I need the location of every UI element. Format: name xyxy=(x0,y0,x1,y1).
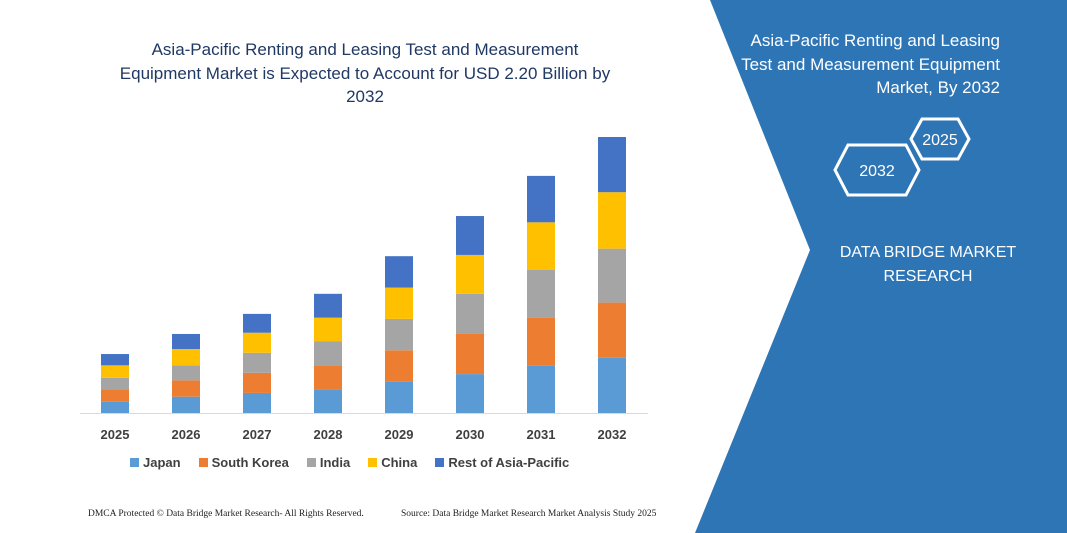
legend-swatch xyxy=(198,458,208,467)
bar-segment xyxy=(101,365,129,378)
legend-label: Japan xyxy=(143,455,181,470)
bar-segment xyxy=(456,293,484,334)
year-label: 2032 xyxy=(859,163,895,180)
bar-segment xyxy=(101,389,129,402)
brand: DATA BRIDGE MARKET RESEARCH xyxy=(839,244,1017,285)
bar-segment xyxy=(243,392,271,413)
bar-segment xyxy=(385,381,413,413)
bar-segment xyxy=(527,365,555,413)
hexagon xyxy=(833,143,921,197)
year-label: 2025 xyxy=(922,132,958,149)
bar-segment xyxy=(385,350,413,382)
x-tick-label: 2031 xyxy=(527,427,556,442)
legend-item: Japan xyxy=(130,455,181,470)
bar-segment xyxy=(314,293,342,318)
bar-segment xyxy=(243,372,271,393)
bar-segment xyxy=(527,175,555,223)
bar-segment xyxy=(598,137,626,193)
bar-segment xyxy=(172,365,200,381)
legend-label: South Korea xyxy=(211,455,289,470)
bar-segment xyxy=(385,287,413,319)
legend-item: China xyxy=(368,455,417,470)
bar-segment xyxy=(385,318,413,351)
bar-segment xyxy=(172,333,200,350)
bar-segment xyxy=(243,352,271,373)
bar-segment xyxy=(243,313,271,333)
bar-segment xyxy=(456,254,484,294)
bar-segment xyxy=(456,216,484,255)
x-tick-label: 2029 xyxy=(385,427,414,442)
legend-swatch xyxy=(130,458,139,467)
bar-segment xyxy=(101,354,129,366)
side-panel xyxy=(695,0,1067,533)
bar-segment xyxy=(172,349,200,366)
legend-swatch xyxy=(368,458,378,467)
x-tick-label: 2026 xyxy=(172,427,201,442)
x-tick-label: 2032 xyxy=(598,427,627,442)
bar-segment xyxy=(172,380,200,397)
bar-segment xyxy=(314,317,342,342)
bar-segment xyxy=(527,317,555,366)
x-tick-label: 2027 xyxy=(243,427,272,442)
bar-segment xyxy=(598,302,626,358)
bar-segment xyxy=(456,374,484,413)
x-tick-label: 2025 xyxy=(101,427,130,442)
bar-segment xyxy=(101,377,129,390)
chart-title: Asia-Pacific Renting and Leasing Test an… xyxy=(119,40,611,106)
bar-segment xyxy=(314,365,342,390)
hexagon xyxy=(909,117,971,161)
bar-segment xyxy=(314,389,342,413)
bar-segment xyxy=(598,248,626,303)
bar-segment xyxy=(527,269,555,318)
legend-label: China xyxy=(381,455,418,470)
legend-label: Rest of Asia-Pacific xyxy=(448,455,570,470)
bar-segment xyxy=(598,192,626,249)
x-tick-label: 2028 xyxy=(314,427,343,442)
legend-item: Rest of Asia-Pacific xyxy=(435,455,569,470)
panel-title: Asia-Pacific Renting and Leasing Test an… xyxy=(741,31,1000,97)
bar-segment xyxy=(598,357,626,413)
footer-left: DMCA Protected © Data Bridge Market Rese… xyxy=(88,509,364,519)
legend-item: India xyxy=(306,455,351,470)
x-tick-label: 2030 xyxy=(456,427,485,442)
bar-segment xyxy=(385,256,413,288)
legend-swatch xyxy=(435,458,445,467)
bar-segment xyxy=(456,333,484,375)
footer-right: Source: Data Bridge Market Research Mark… xyxy=(401,509,657,519)
bar-segment xyxy=(101,401,129,413)
legend-item: South Korea xyxy=(198,455,289,470)
legend-label: India xyxy=(319,455,351,470)
legend: Japan South Korea India China Rest of Asia-P… xyxy=(130,455,569,470)
bar-segment xyxy=(314,341,342,366)
bar-segment xyxy=(243,332,271,353)
bar-segment xyxy=(527,222,555,270)
legend-swatch xyxy=(306,458,316,467)
bar-segment xyxy=(172,396,200,413)
